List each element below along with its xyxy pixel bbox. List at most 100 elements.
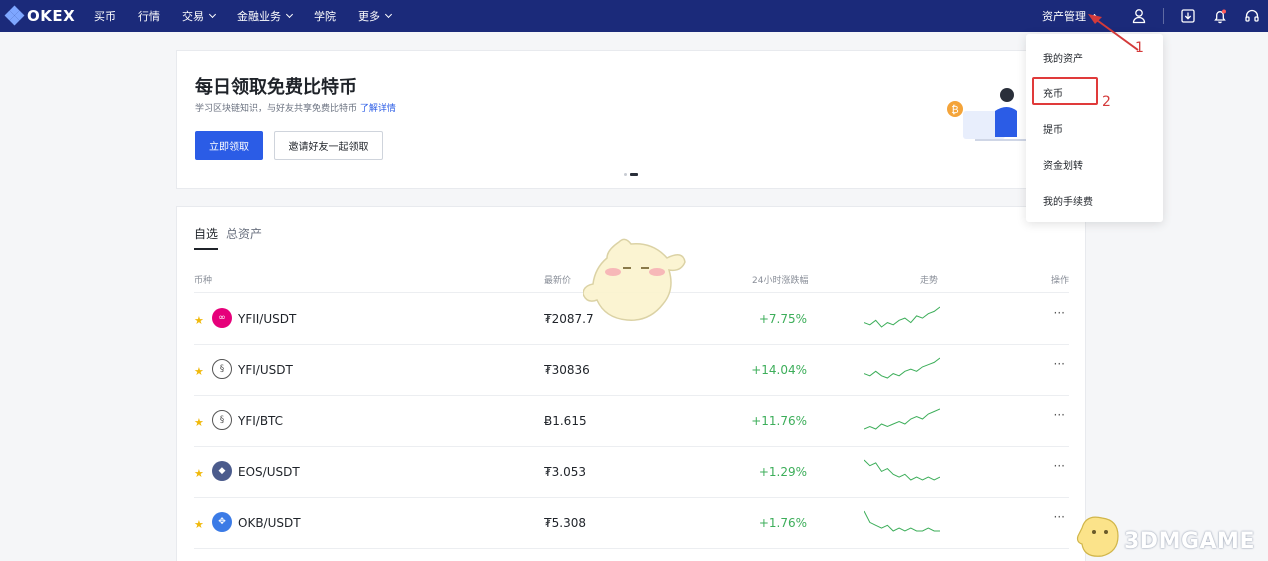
- asset-menu-label: 资产管理: [1042, 10, 1086, 23]
- nav-item-label: 金融业务: [237, 10, 281, 23]
- nav-right: 资产管理: [1042, 0, 1268, 32]
- pair-name[interactable]: EOS/USDT: [238, 465, 300, 479]
- banner-illustration: ₿: [947, 88, 1027, 141]
- learn-more-link[interactable]: 了解详情: [359, 104, 396, 114]
- carousel-dot[interactable]: [624, 173, 627, 176]
- svg-text:₿: ₿: [951, 104, 958, 116]
- star-icon[interactable]: ★: [194, 314, 204, 327]
- download-icon[interactable]: [1172, 0, 1204, 32]
- trend-sparkline: [864, 510, 940, 532]
- pair-name[interactable]: YFI/USDT: [238, 363, 293, 377]
- more-actions-icon[interactable]: ···: [1053, 459, 1065, 473]
- nav-item-more[interactable]: 更多: [358, 8, 393, 24]
- tab-favorites[interactable]: 自选: [194, 225, 219, 250]
- change-24h: +1.76%: [758, 516, 807, 530]
- top-navbar: OKEX 买币 行情 交易 金融业务 学院 更多 资产管理: [0, 0, 1268, 32]
- more-actions-icon[interactable]: ···: [1053, 408, 1065, 422]
- logo-mark-icon: [4, 5, 25, 26]
- bell-icon[interactable]: [1204, 0, 1236, 32]
- okb-icon: ✥: [212, 512, 232, 532]
- header-pair: 币种: [194, 276, 213, 286]
- sparkline-path: [864, 408, 940, 430]
- deposit-highlight-box: [1032, 77, 1098, 105]
- more-actions-icon[interactable]: ···: [1053, 357, 1065, 371]
- trend-sparkline: [864, 357, 940, 379]
- okex-logo[interactable]: OKEX: [4, 5, 82, 26]
- claim-now-button[interactable]: 立即领取: [195, 131, 263, 160]
- carousel-dots: [624, 173, 641, 176]
- nav-item-buy[interactable]: 买币: [94, 8, 116, 24]
- star-icon[interactable]: ★: [194, 467, 204, 480]
- nav-item-label: 交易: [182, 10, 204, 23]
- last-price: ₮5.308: [544, 516, 586, 530]
- nav-item-trade[interactable]: 交易: [182, 8, 217, 24]
- star-icon[interactable]: ★: [194, 518, 204, 531]
- table-row[interactable]: ★ ◆ EOS/USDT ₮3.053 +1.29% ···: [194, 447, 1069, 498]
- yfii-icon: ∞: [212, 308, 232, 328]
- nav-item-finance[interactable]: 金融业务: [237, 8, 294, 24]
- banner-title: 每日领取免费比特币: [195, 77, 357, 98]
- change-24h: +7.75%: [758, 312, 807, 326]
- more-actions-icon[interactable]: ···: [1053, 510, 1065, 524]
- table-row[interactable]: ★ § YFI/BTC Ƀ1.615 +11.76% ···: [194, 396, 1069, 447]
- sparkline-path: [864, 459, 940, 481]
- watermark-mascot: [1076, 516, 1119, 557]
- trend-sparkline: [864, 459, 940, 481]
- nav-item-label: 学院: [314, 10, 336, 23]
- yfi-icon: §: [212, 359, 232, 379]
- yfi-icon: §: [212, 410, 232, 430]
- change-24h: +11.76%: [751, 414, 807, 428]
- star-icon[interactable]: ★: [194, 416, 204, 429]
- last-price: ₮30836: [544, 363, 590, 377]
- header-change: 24小时涨跌幅: [752, 276, 809, 286]
- logo-text: OKEX: [27, 7, 76, 25]
- header-trend: 走势: [920, 276, 939, 286]
- table-row[interactable]: ★ § YFI/USDT ₮30836 +14.04% ···: [194, 345, 1069, 396]
- nav-item-academy[interactable]: 学院: [314, 8, 336, 24]
- sparkline-path: [864, 510, 940, 532]
- mascot-sticker: [583, 238, 686, 321]
- annotation-label-2: 2: [1102, 94, 1111, 110]
- chevron-down-icon: [208, 10, 217, 19]
- invite-friends-button[interactable]: 邀请好友一起领取: [274, 131, 383, 160]
- promo-banner: 每日领取免费比特币 学习区块链知识，与好友共享免费比特币 了解详情 立即领取 邀…: [176, 50, 1086, 189]
- nav-item-markets[interactable]: 行情: [138, 8, 160, 24]
- menu-item-withdraw[interactable]: 提币: [1043, 125, 1063, 136]
- watermark-text: 3DMGAME: [1124, 529, 1255, 554]
- pair-name[interactable]: OKB/USDT: [238, 516, 301, 530]
- headset-icon[interactable]: [1236, 0, 1268, 32]
- table-row[interactable]: ★ ✥ OKB/USDT ₮5.308 +1.76% ···: [194, 498, 1069, 549]
- trend-sparkline: [864, 306, 940, 328]
- asset-tabs: 自选 总资产: [194, 225, 270, 250]
- more-actions-icon[interactable]: ···: [1053, 306, 1065, 320]
- menu-item-my-assets[interactable]: 我的资产: [1043, 54, 1083, 65]
- header-action: 操作: [1050, 276, 1069, 286]
- tab-total-assets[interactable]: 总资产: [226, 227, 263, 241]
- banner-subtitle: 学习区块链知识，与好友共享免费比特币 了解详情: [195, 101, 396, 114]
- last-price: ₮3.053: [544, 465, 586, 479]
- menu-item-deposit[interactable]: 充币: [1043, 89, 1063, 100]
- nav-item-label: 行情: [138, 10, 160, 23]
- star-icon[interactable]: ★: [194, 365, 204, 378]
- pair-name[interactable]: YFI/BTC: [238, 414, 284, 428]
- sparkline-path: [864, 357, 940, 379]
- menu-item-my-fees[interactable]: 我的手续费: [1043, 197, 1093, 208]
- annotation-arrow-icon: [1088, 14, 1139, 51]
- eos-icon: ◆: [212, 461, 232, 481]
- user-icon[interactable]: [1123, 0, 1155, 32]
- change-24h: +1.29%: [758, 465, 807, 479]
- annotation-label-1: 1: [1135, 40, 1144, 56]
- menu-item-transfer[interactable]: 资金划转: [1043, 161, 1083, 172]
- asset-management-dropdown: 我的资产 充币 提币 资金划转 我的手续费: [1026, 34, 1163, 222]
- banner-subtitle-text: 学习区块链知识，与好友共享免费比特币: [195, 104, 358, 114]
- carousel-dot-active[interactable]: [630, 173, 638, 176]
- trend-sparkline: [864, 408, 940, 430]
- toolbar-divider: [1163, 8, 1164, 24]
- asset-management-menu[interactable]: 资产管理: [1042, 8, 1099, 24]
- pair-name[interactable]: YFII/USDT: [238, 312, 297, 326]
- nav-item-label: 买币: [94, 10, 116, 23]
- main-nav: 买币 行情 交易 金融业务 学院 更多: [94, 8, 413, 24]
- table-row[interactable]: ★ ∞ YFII/USDT ₮2087.7 +7.75% ···: [194, 294, 1069, 345]
- change-24h: +14.04%: [751, 363, 807, 377]
- header-price: 最新价: [544, 276, 572, 286]
